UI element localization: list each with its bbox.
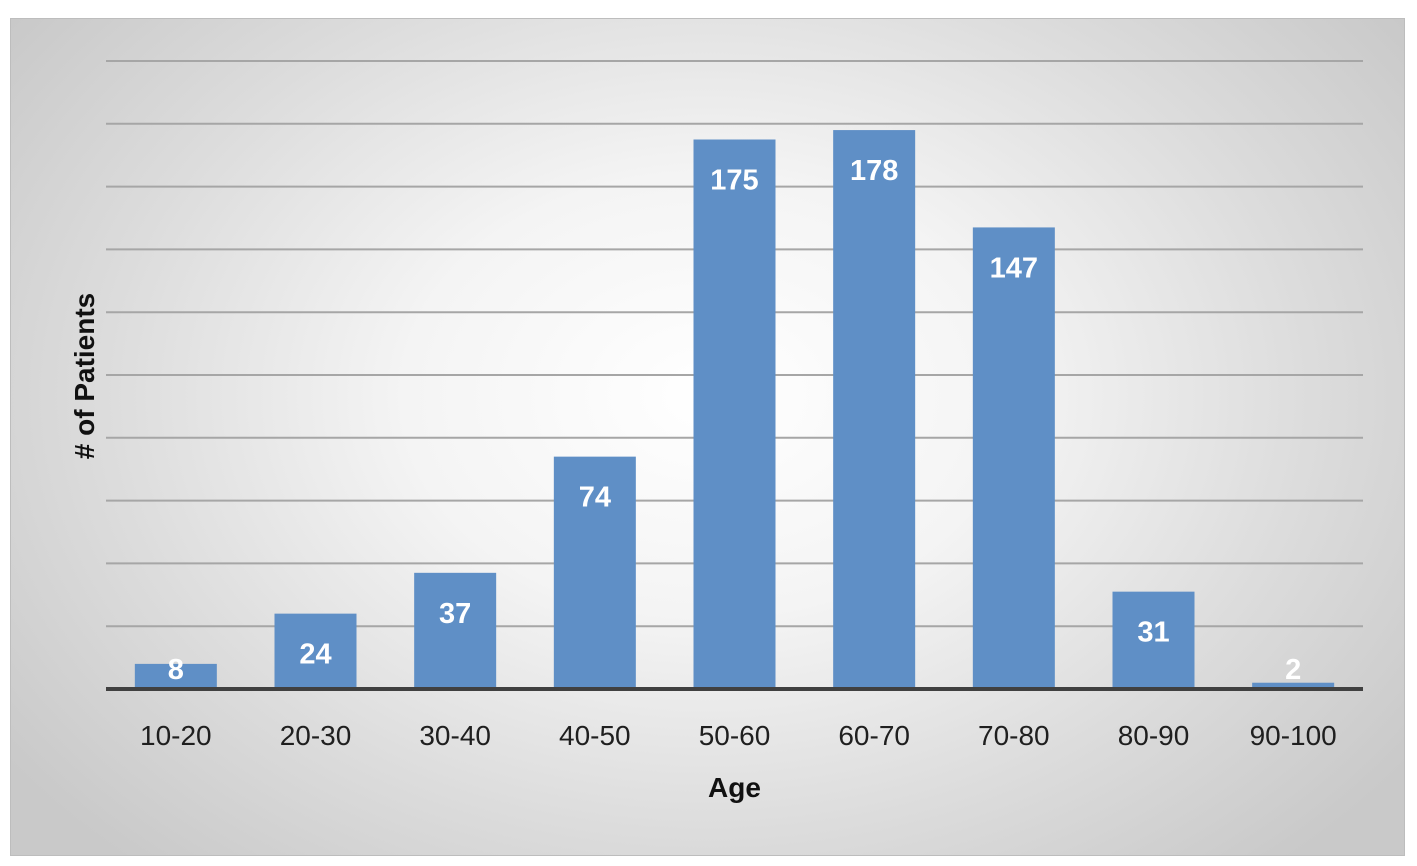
x-tick-label: 80-90 bbox=[1118, 720, 1190, 751]
data-label-80-90: 31 bbox=[1137, 617, 1169, 649]
data-label-20-30: 24 bbox=[299, 639, 331, 671]
bar-50-60 bbox=[693, 139, 776, 689]
x-tick-label: 30-40 bbox=[419, 720, 491, 751]
y-axis-title: # of Patients bbox=[69, 293, 100, 459]
bars bbox=[134, 130, 1335, 690]
bar-10-20 bbox=[134, 663, 217, 689]
x-tick-labels: 10-20 20-30 30-40 40-50 50-60 60-70 70-80 80-90… bbox=[140, 720, 1337, 751]
bar-60-70 bbox=[833, 130, 916, 689]
x-tick-label: 60-70 bbox=[838, 720, 910, 751]
x-axis-title: Age bbox=[708, 772, 761, 803]
data-labels: 8 24 37 74 175 178 147 31 2 bbox=[168, 155, 1301, 686]
bar-40-50 bbox=[553, 456, 636, 689]
data-label-60-70: 178 bbox=[850, 155, 898, 187]
bar-30-40 bbox=[414, 572, 497, 689]
data-label-30-40: 37 bbox=[439, 598, 471, 630]
chart-area: 8 24 37 74 175 178 147 31 2 10-20 20-30 30-40 40-50… bbox=[10, 18, 1405, 856]
x-tick-label: 90-100 bbox=[1250, 720, 1337, 751]
bar-chart: 8 24 37 74 175 178 147 31 2 10-20 20-30 30-40 40-50… bbox=[69, 60, 1363, 803]
data-label-10-20: 8 bbox=[168, 654, 184, 686]
x-tick-label: 10-20 bbox=[140, 720, 212, 751]
x-tick-label: 40-50 bbox=[559, 720, 631, 751]
bar-20-30 bbox=[274, 613, 357, 689]
data-label-40-50: 74 bbox=[579, 482, 611, 514]
data-label-70-80: 147 bbox=[990, 252, 1038, 284]
bar-90-100 bbox=[1252, 682, 1335, 689]
bar-80-90 bbox=[1112, 591, 1195, 689]
x-tick-label: 50-60 bbox=[699, 720, 771, 751]
x-tick-label: 20-30 bbox=[280, 720, 352, 751]
data-label-90-100: 2 bbox=[1285, 654, 1301, 686]
bar-70-80 bbox=[972, 227, 1055, 690]
data-label-50-60: 175 bbox=[710, 165, 758, 197]
x-tick-label: 70-80 bbox=[978, 720, 1050, 751]
